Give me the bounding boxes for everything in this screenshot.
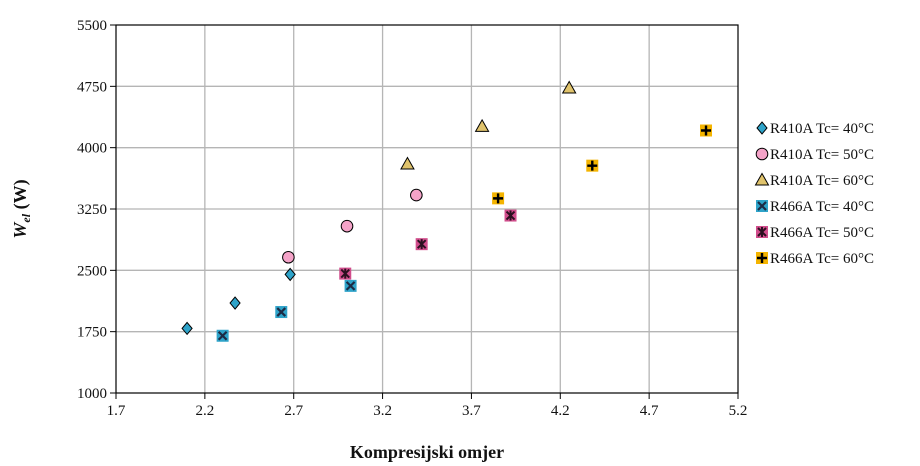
y-tick-label: 4000 xyxy=(77,141,107,157)
x-box-marker-cross xyxy=(217,330,228,341)
data-point xyxy=(504,209,517,222)
circle-marker-shape xyxy=(282,250,295,264)
triangle-marker-shape xyxy=(400,156,415,170)
triangle-marker-shape xyxy=(474,118,490,132)
y-axis-title: Wel (W) xyxy=(10,179,33,238)
data-point xyxy=(344,279,357,292)
data-point xyxy=(275,306,288,319)
x-tick-label: 3.7 xyxy=(462,403,481,419)
data-point xyxy=(415,238,428,251)
plus-box-marker-cross xyxy=(587,160,598,171)
y-tick-label: 4750 xyxy=(77,79,107,95)
y-tick-label: 5500 xyxy=(77,18,107,34)
asterisk-marker-cross xyxy=(505,210,516,221)
data-point xyxy=(474,118,490,132)
x-axis-title: Kompresijski omjer xyxy=(350,442,504,462)
diamond-marker-shape xyxy=(229,296,241,310)
legend-item: R410A Tc= 50°C xyxy=(755,147,874,163)
plus-box-marker-cross xyxy=(493,193,504,204)
diamond-marker-shape xyxy=(756,121,768,135)
x-tick-label: 2.7 xyxy=(284,403,303,419)
data-point xyxy=(284,267,296,282)
data-point xyxy=(181,321,193,336)
data-point xyxy=(586,159,599,172)
y-axis-title-main: W xyxy=(10,221,30,239)
legend-item: R410A Tc= 60°C xyxy=(754,172,874,189)
x-box-marker-cross xyxy=(276,307,287,317)
legend-marker xyxy=(756,252,768,264)
x-tick-label: 4.2 xyxy=(551,403,570,419)
x-tick-label: 4.7 xyxy=(640,403,659,419)
asterisk-marker-cross xyxy=(340,268,350,279)
data-point xyxy=(700,124,713,137)
x-tick-label: 1.7 xyxy=(107,403,126,419)
data-point xyxy=(339,267,352,280)
circle-marker-shape xyxy=(410,188,423,202)
legend-label: R410A Tc= 50°C xyxy=(770,147,874,163)
data-point xyxy=(216,329,229,342)
circle-marker-shape xyxy=(755,147,769,161)
plus-box-marker-cross xyxy=(701,125,712,136)
legend-item: R466A Tc= 40°C xyxy=(756,199,874,215)
asterisk-marker-cross xyxy=(416,239,427,250)
legend-item: R466A Tc= 60°C xyxy=(756,251,874,267)
circle-marker-shape xyxy=(340,219,354,233)
axis-ticks: 1.7 2.2 2.7 3.2 3.7 4.2 4.7 5.2 1000 1750 2500 3250… xyxy=(77,18,747,419)
legend-item: R410A Tc= 40°C xyxy=(756,121,874,137)
legend-marker xyxy=(756,200,768,212)
data-point xyxy=(492,192,505,205)
diamond-marker-shape xyxy=(284,267,296,282)
series-1 xyxy=(181,267,296,336)
legend-marker xyxy=(754,172,770,186)
legend: R410A Tc= 40°C R410A Tc= 50°C R410A Tc= 60… xyxy=(754,121,874,267)
y-tick-label: 1000 xyxy=(77,386,107,402)
x-box-marker-cross xyxy=(345,281,356,291)
series-5 xyxy=(339,209,517,280)
data-point xyxy=(282,250,295,264)
asterisk-marker-cross xyxy=(757,227,767,237)
x-tick-label: 5.2 xyxy=(729,403,748,419)
legend-marker xyxy=(756,226,768,238)
series-2 xyxy=(282,188,423,264)
data-point xyxy=(410,188,423,202)
data-point xyxy=(229,296,241,310)
y-axis-title-subscript: el xyxy=(19,213,33,222)
x-tick-label: 2.2 xyxy=(195,403,214,419)
series-6 xyxy=(492,124,713,205)
plus-box-marker-cross xyxy=(757,253,767,263)
legend-label: R466A Tc= 60°C xyxy=(770,251,874,267)
x-box-marker-cross xyxy=(757,201,767,211)
grid-lines xyxy=(116,25,738,393)
series-3 xyxy=(400,80,577,170)
data-point xyxy=(400,156,415,170)
y-tick-label: 3250 xyxy=(77,202,107,218)
y-tick-label: 1750 xyxy=(77,325,107,341)
data-point xyxy=(561,80,577,94)
legend-label: R410A Tc= 60°C xyxy=(770,173,874,189)
triangle-marker-shape xyxy=(561,80,577,94)
y-axis-title-unit: (W) xyxy=(10,179,31,214)
legend-item: R466A Tc= 50°C xyxy=(756,225,874,241)
data-point xyxy=(340,219,354,233)
x-tick-label: 3.2 xyxy=(373,403,392,419)
data-markers xyxy=(181,80,713,342)
series-4 xyxy=(216,279,357,342)
legend-marker xyxy=(756,121,768,135)
legend-label: R466A Tc= 50°C xyxy=(770,225,874,241)
diamond-marker-shape xyxy=(181,321,193,336)
legend-label: R466A Tc= 40°C xyxy=(770,199,874,215)
y-tick-label: 2500 xyxy=(77,263,107,279)
triangle-marker-shape xyxy=(754,172,770,186)
legend-label: R410A Tc= 40°C xyxy=(770,121,874,137)
legend-marker xyxy=(755,147,769,161)
